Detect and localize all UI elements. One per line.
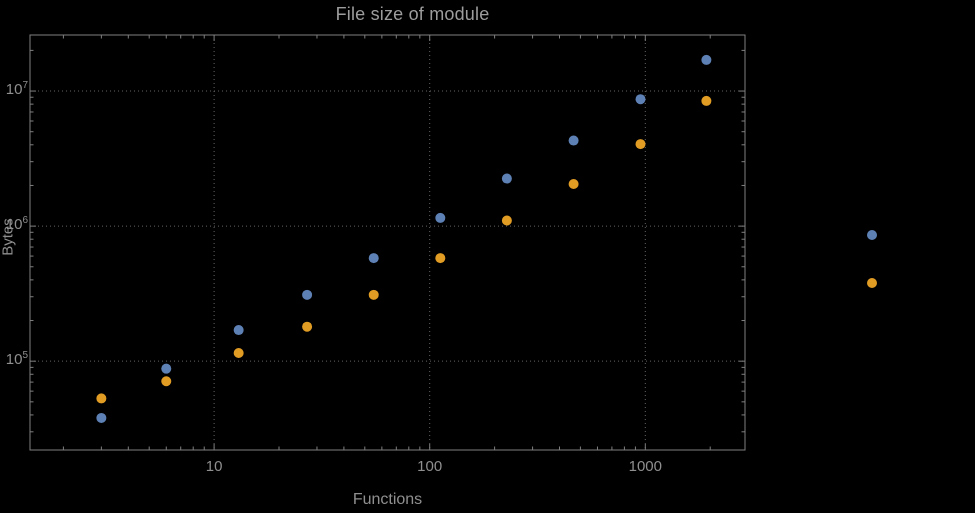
legend-marker xyxy=(867,230,877,240)
data-point-series-blue xyxy=(501,173,512,184)
data-point-series-blue xyxy=(368,253,379,264)
data-point-series-orange xyxy=(701,95,712,106)
chart-title: File size of module xyxy=(335,4,490,24)
data-point-series-orange xyxy=(635,139,646,150)
x-axis-label: Functions xyxy=(352,491,423,508)
data-point-series-blue xyxy=(96,412,107,423)
data-point-series-blue xyxy=(302,289,313,300)
data-point-series-blue xyxy=(568,135,579,146)
data-point-series-orange xyxy=(568,179,579,190)
y-tick-label: 105 xyxy=(5,350,28,369)
plot-frame xyxy=(29,34,746,451)
data-point-series-orange xyxy=(161,376,172,387)
x-tick-label: 10 xyxy=(205,458,223,475)
data-point-series-blue xyxy=(701,54,712,65)
data-point-series-blue xyxy=(435,212,446,223)
x-tick-label: 1000 xyxy=(628,458,662,475)
legend-marker xyxy=(867,278,877,288)
legend xyxy=(867,230,877,288)
x-tick-label: 100 xyxy=(417,458,443,475)
data-point-series-orange xyxy=(435,253,446,264)
data-point-series-orange xyxy=(96,393,107,404)
y-tick-label: 107 xyxy=(5,80,28,99)
data-point-series-orange xyxy=(368,289,379,300)
y-tick-label: 106 xyxy=(5,215,28,234)
data-point-series-blue xyxy=(161,363,172,374)
data-point-series-orange xyxy=(501,215,512,226)
data-point-series-blue xyxy=(233,325,244,336)
data-point-series-orange xyxy=(302,321,313,332)
data-point-series-blue xyxy=(635,94,646,105)
data-point-series-orange xyxy=(233,347,244,358)
